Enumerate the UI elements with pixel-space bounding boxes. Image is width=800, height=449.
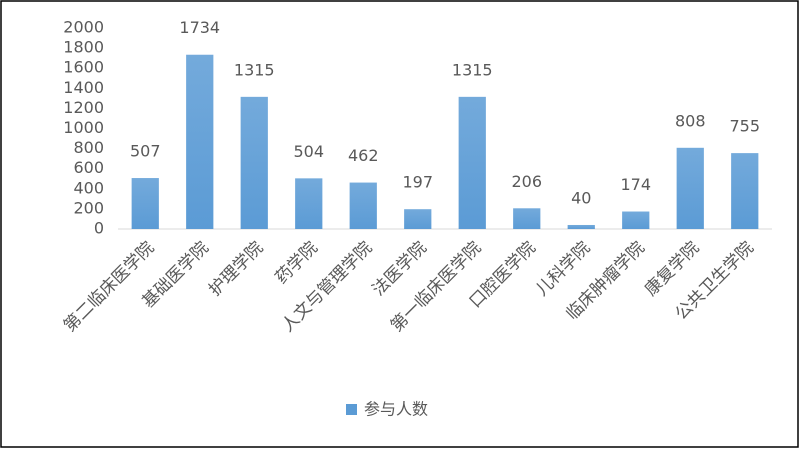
data-label: 174: [620, 175, 651, 194]
y-tick-label: 1600: [63, 58, 104, 77]
data-label: 1315: [452, 60, 493, 79]
y-tick-label: 1000: [63, 118, 104, 137]
y-tick-label: 1800: [63, 38, 104, 57]
bar: [349, 182, 377, 229]
y-tick-label: 400: [73, 178, 104, 197]
data-label: 206: [511, 172, 542, 191]
legend-swatch: [346, 404, 357, 415]
y-tick-label: 0: [94, 219, 104, 238]
data-label: 40: [571, 188, 591, 207]
bar: [295, 178, 323, 229]
bar: [404, 209, 432, 229]
y-tick-label: 1400: [63, 78, 104, 97]
data-label: 1315: [234, 60, 275, 79]
bar: [131, 178, 159, 229]
y-tick-label: 2000: [63, 18, 104, 37]
bar: [567, 224, 595, 229]
data-label: 507: [130, 142, 161, 161]
y-tick-label: 600: [73, 158, 104, 177]
bar: [458, 96, 486, 229]
y-tick-label: 800: [73, 138, 104, 157]
legend-label: 参与人数: [364, 400, 428, 419]
data-label: 1734: [179, 18, 220, 37]
bar: [731, 153, 759, 229]
data-label: 197: [402, 173, 433, 192]
bar: [186, 54, 214, 229]
data-label: 462: [348, 146, 379, 165]
y-tick-label: 200: [73, 198, 104, 217]
data-label: 808: [675, 111, 706, 130]
data-label: 504: [293, 142, 324, 161]
bar: [240, 96, 268, 229]
bar: [513, 208, 541, 229]
bar: [622, 211, 650, 229]
data-label: 755: [729, 117, 760, 136]
y-tick-label: 1200: [63, 98, 104, 117]
bar: [676, 147, 704, 229]
